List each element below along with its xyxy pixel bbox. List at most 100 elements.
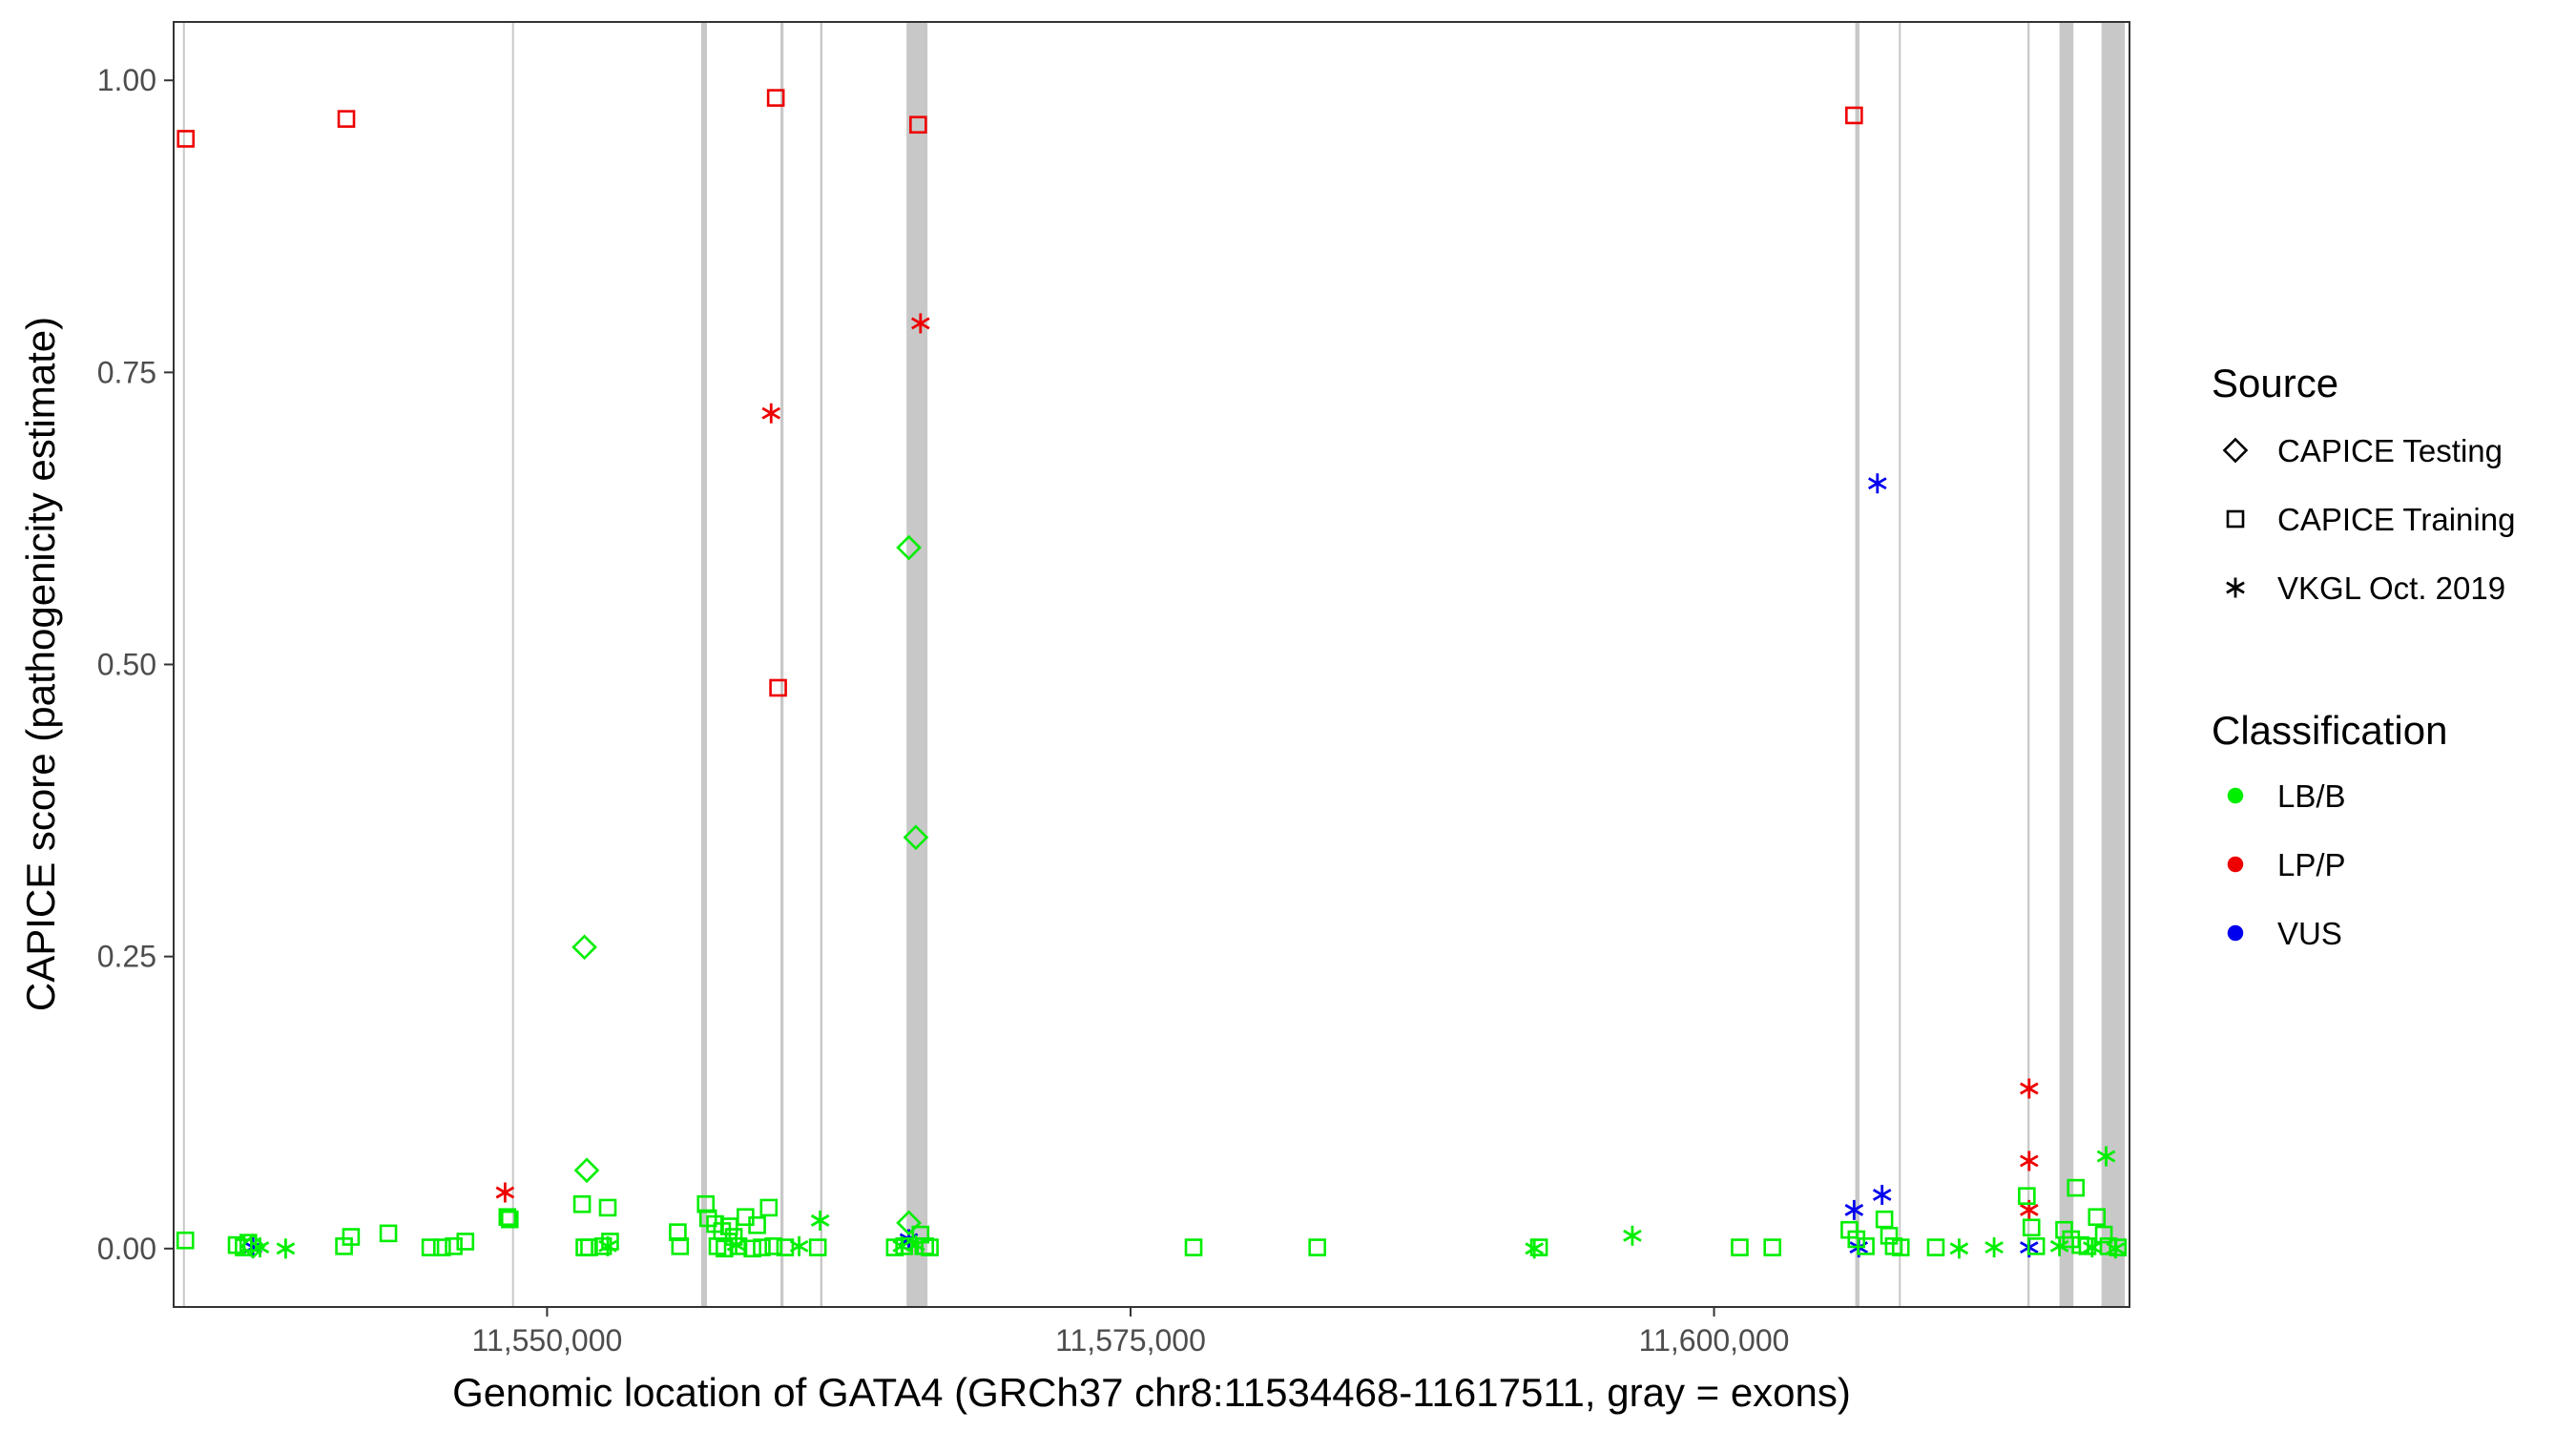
data-point [696, 1194, 716, 1213]
data-point [421, 1238, 440, 1256]
legend-class-key [2227, 924, 2244, 942]
y-tick-label: 0.75 [97, 355, 156, 389]
data-point [573, 1157, 600, 1184]
data-point [1949, 1238, 1969, 1259]
y-tick-label: 0.00 [97, 1232, 156, 1266]
exon-band [780, 22, 784, 1307]
data-point [911, 1225, 930, 1244]
data-point [1880, 1227, 1899, 1245]
legend-class-key [2227, 856, 2244, 873]
data-point [2088, 1208, 2107, 1227]
legend-source-key [2226, 509, 2245, 529]
data-point [724, 1228, 743, 1246]
exon-band [2059, 22, 2074, 1307]
data-point [593, 1237, 613, 1255]
legend-classification-title: Classification [2212, 708, 2447, 753]
legend-source-label: CAPICE Testing [2277, 433, 2503, 468]
legend-source-title: Source [2212, 361, 2338, 405]
data-point [759, 1198, 779, 1217]
data-point [808, 1238, 827, 1256]
x-axis-label: Genomic location of GATA4 (GRCh37 chr8:1… [452, 1370, 1851, 1415]
data-point [729, 1237, 748, 1255]
data-point [671, 1237, 690, 1255]
data-point [580, 1238, 598, 1256]
data-point [1868, 473, 1887, 494]
exon-band [1855, 22, 1859, 1307]
exon-band [2101, 22, 2126, 1307]
exon-band [182, 22, 185, 1307]
data-point [2078, 1237, 2097, 1255]
x-tick-label: 11,600,000 [1639, 1323, 1790, 1358]
data-point [761, 403, 781, 424]
data-point [342, 1228, 361, 1246]
data-point [2020, 1151, 2039, 1172]
data-point [337, 110, 356, 128]
data-point [909, 115, 927, 135]
data-point [921, 1238, 939, 1256]
data-point [379, 1224, 398, 1243]
exon-band [2027, 22, 2030, 1307]
legend-source-key [2226, 577, 2245, 598]
data-point [810, 1210, 830, 1231]
x-tick-label: 11,575,000 [1055, 1323, 1206, 1358]
data-point [2018, 1187, 2036, 1205]
data-point [2096, 1146, 2116, 1167]
data-point [903, 824, 929, 851]
exon-band [906, 22, 928, 1307]
data-point [2022, 1218, 2041, 1237]
data-point [598, 1198, 617, 1217]
data-point [748, 1215, 766, 1234]
legend-source-label: VKGL Oct. 2019 [2277, 570, 2505, 606]
data-point [896, 534, 922, 561]
data-point [669, 1223, 687, 1241]
data-point [571, 934, 597, 961]
legend-class-label: LP/P [2277, 847, 2346, 882]
data-point [572, 1194, 592, 1213]
data-point [1623, 1225, 1642, 1246]
data-point [495, 1182, 515, 1203]
data-point [776, 1238, 795, 1256]
data-point [176, 1231, 195, 1250]
data-point [2094, 1225, 2113, 1244]
legend: Source Classification CAPICE Testing CAPI… [2212, 361, 2515, 951]
data-point [766, 89, 785, 107]
data-point [433, 1238, 451, 1256]
data-point [1763, 1238, 1782, 1256]
data-point [2049, 1235, 2069, 1256]
data-point [2067, 1178, 2086, 1197]
data-point [1184, 1238, 1203, 1256]
exon-band [820, 22, 823, 1307]
data-point [456, 1233, 475, 1251]
exon-bands [182, 22, 2126, 1307]
data-point [719, 1217, 738, 1235]
data-point [239, 1234, 258, 1252]
data-point [2026, 1237, 2046, 1255]
data-point [764, 1237, 782, 1255]
data-point [769, 678, 787, 697]
exon-band [700, 22, 707, 1307]
x-tick-label: 11,550,000 [472, 1323, 623, 1358]
data-point [2099, 1237, 2118, 1255]
data-point [276, 1238, 296, 1259]
data-point [1857, 1237, 1875, 1255]
legend-class-key [2227, 787, 2244, 804]
exon-band [511, 22, 514, 1307]
data-points [176, 89, 2128, 1259]
data-point [1844, 1199, 1864, 1220]
legend-class-label: VUS [2277, 916, 2342, 951]
data-point [895, 1237, 913, 1255]
data-point [1845, 106, 1863, 125]
data-point [1984, 1237, 2004, 1258]
data-point [1529, 1238, 1548, 1256]
data-point [500, 1210, 519, 1229]
data-point [743, 1239, 761, 1258]
data-point [1308, 1238, 1326, 1256]
y-tick-label: 1.00 [97, 63, 156, 97]
data-point [177, 130, 196, 148]
data-point [2020, 1078, 2039, 1099]
y-axis-label: CAPICE score (pathogenicity estimate) [18, 317, 63, 1011]
data-point [498, 1208, 517, 1227]
data-point [911, 313, 930, 334]
